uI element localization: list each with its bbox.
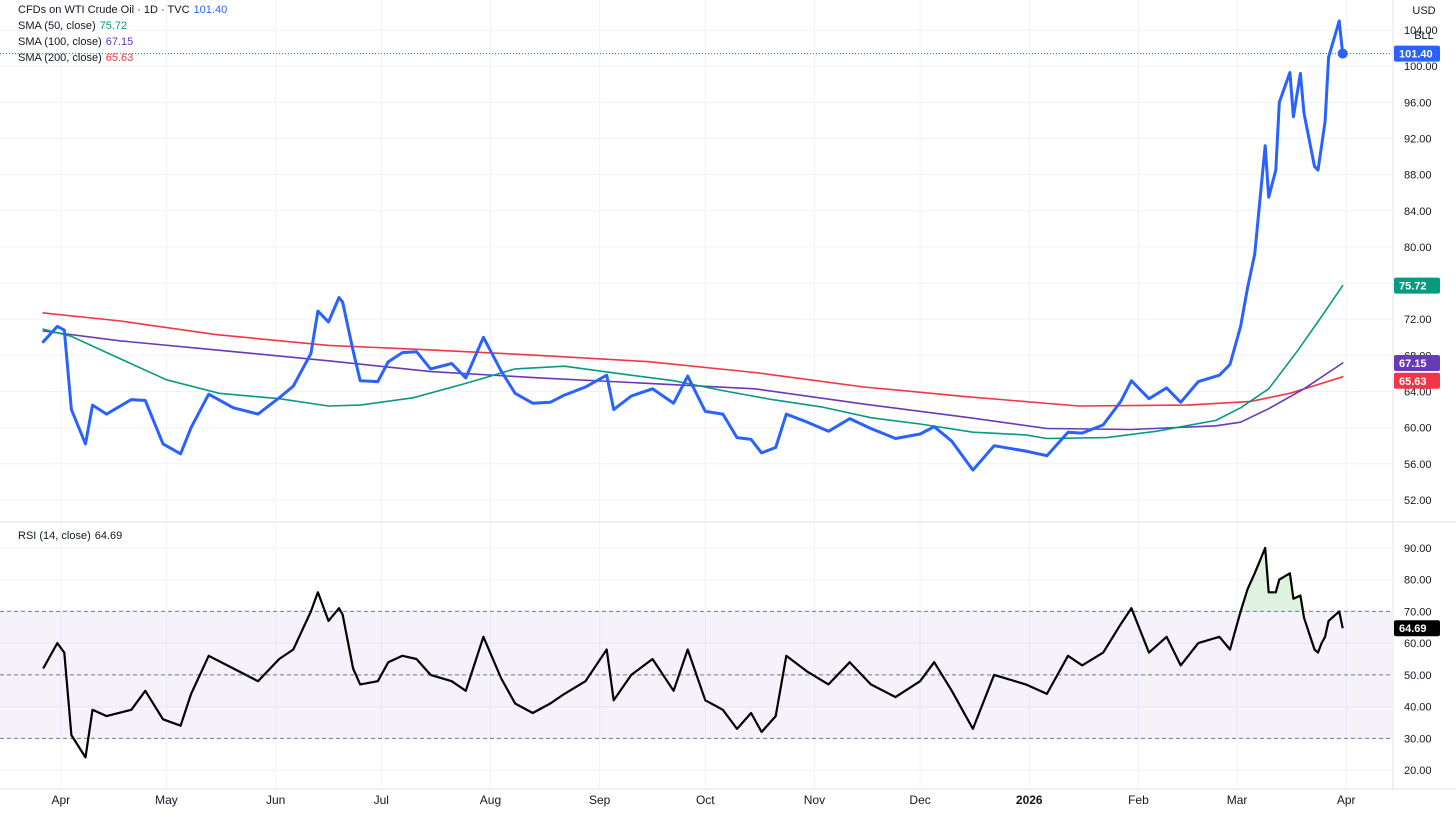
price-line [41,19,1345,472]
time-grid [60,0,1347,788]
rsi-tick-label: 70.00 [1404,606,1432,618]
rsi-series-group [42,546,1344,759]
legend-rsi: RSI (14, close) 64.69 [18,528,122,544]
price-tick-label: 52.00 [1404,495,1432,507]
legend-sma200-value: 65.63 [105,52,134,64]
price-tick-label: 100.00 [1404,61,1438,73]
value-markers: 101.40 75.72 67.15 65.63 64.69 [1394,45,1440,637]
sma200-line [42,312,1344,407]
rsi-marker-bg [1394,620,1440,637]
price-grid [0,29,1392,501]
axes: 52.0056.0060.0064.0068.0072.0076.0080.00… [0,0,1456,807]
currency-label: USD [1412,5,1436,17]
price-tick-label: 60.00 [1404,423,1432,435]
time-tick-label: Apr [51,793,70,807]
time-tick-label: 2026 [1016,793,1043,807]
legend-sma100-value: 67.15 [105,36,134,48]
sma100-line [42,330,1344,431]
price-tick-label: 80.00 [1404,242,1432,254]
rsi-tick-label: 40.00 [1404,702,1432,714]
price-series-group [0,19,1392,472]
legend-sma200-label: SMA (200, close) [18,52,102,64]
rsi-line [42,546,1344,759]
price-tick-label: 56.00 [1404,459,1432,471]
rsi-tick-label: 50.00 [1404,670,1432,682]
time-tick-label: Jun [266,793,285,807]
price-marker-bg [1394,45,1440,62]
rsi-overbought-fill [1240,547,1304,612]
time-tick-label: Sep [589,793,611,807]
sma200-marker: 65.63 [1399,376,1427,388]
rsi-marker: 64.69 [1399,623,1427,635]
time-tick-label: May [155,793,178,807]
legend-symbol-label: CFDs on WTI Crude Oil · 1D · TVC [18,4,190,16]
time-tick-label: Jul [374,793,389,807]
price-tick-label: 92.00 [1404,134,1432,146]
legend-sma50-value: 75.72 [99,20,128,32]
rsi-tick-label: 20.00 [1404,765,1432,777]
sma200-marker-bg [1394,372,1440,389]
time-tick-label: Feb [1128,793,1149,807]
price-tick-label: 72.00 [1404,314,1432,326]
unit-label: BLL [1414,30,1434,42]
legend-sma50-label: SMA (50, close) [18,20,96,32]
sma100-marker: 67.15 [1399,358,1427,370]
sma50-line [42,284,1344,440]
price-marker: 101.40 [1399,49,1433,61]
price-tick-label: 104.00 [1404,25,1438,37]
legend-sma200: SMA (200, close) 65.63 [18,50,133,66]
sma100-marker-bg [1394,355,1440,372]
time-tick-label: Aug [480,793,501,807]
price-tick-label: 88.00 [1404,170,1432,182]
rsi-tick-label: 90.00 [1404,543,1432,555]
legend-last-price: 101.40 [193,4,228,16]
time-tick-label: Nov [804,793,825,807]
sma50-marker: 75.72 [1399,281,1427,293]
legend-sma100: SMA (100, close) 67.15 [18,34,133,50]
rsi-tick-label: 30.00 [1404,733,1432,745]
legend-rsi-value: 64.69 [94,530,123,542]
rsi-tick-label: 80.00 [1404,575,1432,587]
last-price-dot [1337,48,1348,59]
time-tick-label: Dec [909,793,930,807]
time-tick-label: Mar [1227,793,1248,807]
legend-rsi-label: RSI (14, close) [18,530,91,542]
price-tick-label: 84.00 [1404,206,1432,218]
legend-symbol: CFDs on WTI Crude Oil · 1D · TVC 101.40 [18,2,227,18]
time-tick-label: Oct [696,793,715,807]
price-tick-label: 64.00 [1404,387,1432,399]
legend-sma100-label: SMA (100, close) [18,36,102,48]
price-tick-label: 96.00 [1404,97,1432,109]
sma50-marker-bg [1394,277,1440,294]
rsi-tick-label: 60.00 [1404,638,1432,650]
time-tick-label: Apr [1337,793,1356,807]
legend-sma50: SMA (50, close) 75.72 [18,18,127,34]
